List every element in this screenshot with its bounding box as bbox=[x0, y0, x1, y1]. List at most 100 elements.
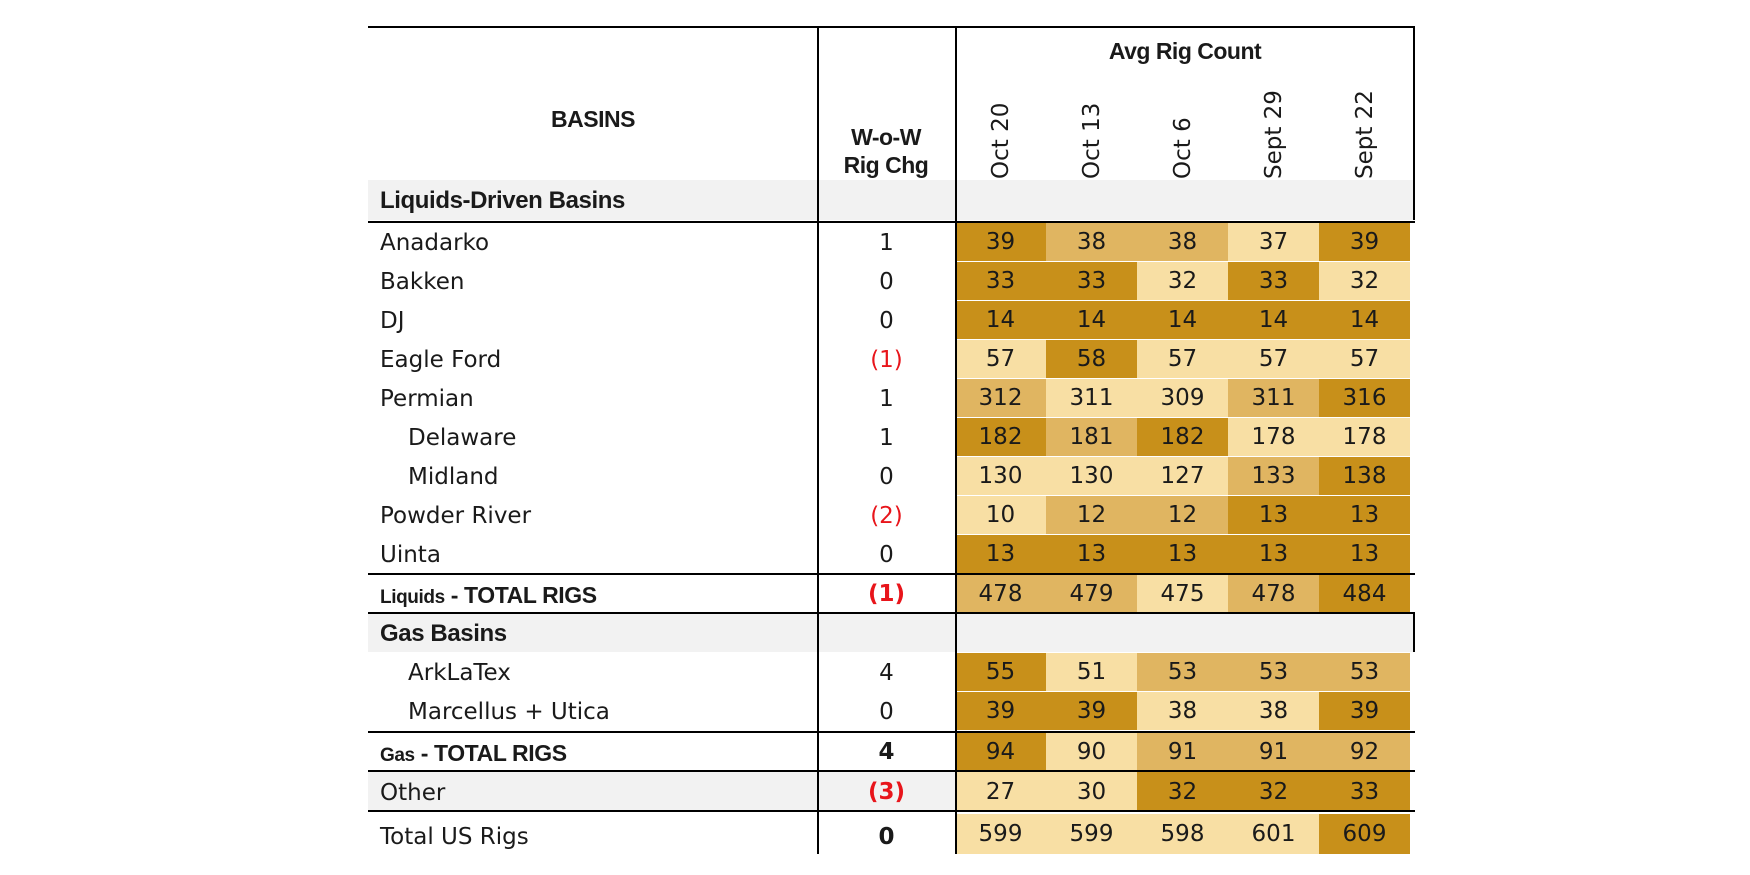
rule-after-liquids-total bbox=[368, 612, 1415, 614]
other-band-mid bbox=[819, 772, 955, 811]
rule-chg-right bbox=[955, 26, 957, 854]
wow-change: 0 bbox=[879, 464, 894, 490]
rule-before-gas-total bbox=[368, 731, 1415, 733]
value-cell: 178 bbox=[1228, 418, 1319, 456]
value-cell: 38 bbox=[1137, 692, 1228, 730]
value-cell: 37 bbox=[1228, 223, 1319, 261]
header-chg-line1: W-o-W bbox=[851, 124, 921, 150]
section-title: Gas Basins bbox=[380, 620, 507, 647]
basin-name: Uinta bbox=[380, 542, 441, 568]
wow-change: 1 bbox=[879, 230, 894, 256]
value-cell: 475 bbox=[1137, 574, 1228, 613]
total-label: - TOTAL RIGS bbox=[414, 740, 567, 766]
value-cell: 39 bbox=[955, 692, 1046, 730]
value-cell: 32 bbox=[1137, 262, 1228, 300]
value-cell: 14 bbox=[1319, 301, 1410, 339]
value-cell: 91 bbox=[1137, 732, 1228, 771]
value-cell: 484 bbox=[1319, 574, 1410, 613]
section-band-left bbox=[368, 614, 817, 652]
value-cell: 479 bbox=[1046, 574, 1137, 613]
value-cell: 14 bbox=[1228, 301, 1319, 339]
value-cell: 133 bbox=[1228, 457, 1319, 495]
other-change: (3) bbox=[867, 779, 906, 805]
value-cell: 39 bbox=[955, 223, 1046, 261]
basin-name: DJ bbox=[380, 308, 405, 334]
basin-name: Eagle Ford bbox=[380, 347, 502, 373]
value-cell: 57 bbox=[1137, 340, 1228, 378]
section-band-mid bbox=[819, 180, 955, 220]
wow-change: 0 bbox=[879, 542, 894, 568]
section-title: Liquids-Driven Basins bbox=[380, 187, 625, 214]
value-cell: 13 bbox=[955, 535, 1046, 573]
rule-after-other bbox=[368, 810, 1415, 812]
section-band-right bbox=[957, 614, 1415, 652]
value-cell: 138 bbox=[1319, 457, 1410, 495]
basin-name: Anadarko bbox=[380, 230, 490, 256]
value-cell: 130 bbox=[1046, 457, 1137, 495]
value-cell: 14 bbox=[1137, 301, 1228, 339]
rule-after-liquids-header bbox=[368, 221, 1415, 223]
value-cell: 601 bbox=[1228, 814, 1319, 854]
wow-change: (1) bbox=[870, 347, 903, 373]
value-cell: 13 bbox=[1319, 496, 1410, 534]
header-week: Oct 6 bbox=[1170, 117, 1196, 179]
value-cell: 39 bbox=[1319, 692, 1410, 730]
value-cell: 130 bbox=[955, 457, 1046, 495]
rule-right-edge-gas bbox=[1413, 613, 1415, 652]
value-cell: 182 bbox=[1137, 418, 1228, 456]
value-cell: 478 bbox=[955, 574, 1046, 613]
value-cell: 32 bbox=[1137, 772, 1228, 811]
value-cell: 10 bbox=[955, 496, 1046, 534]
basin-name: Midland bbox=[408, 464, 499, 490]
wow-change: 0 bbox=[879, 699, 894, 725]
liquids-total-change: (1) bbox=[867, 581, 906, 607]
value-cell: 13 bbox=[1228, 496, 1319, 534]
value-cell: 91 bbox=[1228, 732, 1319, 771]
value-cell: 33 bbox=[1046, 262, 1137, 300]
value-cell: 32 bbox=[1228, 772, 1319, 811]
total-prefix: Liquids bbox=[380, 587, 445, 608]
value-cell: 182 bbox=[955, 418, 1046, 456]
value-cell: 92 bbox=[1319, 732, 1410, 771]
total-prefix: Gas bbox=[380, 745, 415, 766]
value-cell: 12 bbox=[1137, 496, 1228, 534]
value-cell: 39 bbox=[1046, 692, 1137, 730]
value-cell: 27 bbox=[955, 772, 1046, 811]
value-cell: 598 bbox=[1137, 814, 1228, 854]
value-cell: 58 bbox=[1046, 340, 1137, 378]
value-cell: 599 bbox=[1046, 814, 1137, 854]
value-cell: 13 bbox=[1137, 535, 1228, 573]
value-cell: 12 bbox=[1046, 496, 1137, 534]
header-week: Sept 22 bbox=[1352, 90, 1378, 179]
rule-after-gas-total bbox=[368, 770, 1415, 772]
section-band-left bbox=[368, 180, 817, 220]
rule-top bbox=[368, 26, 1415, 28]
value-cell: 312 bbox=[955, 379, 1046, 417]
other-band-left bbox=[368, 772, 817, 811]
header-chg-line2: Rig Chg bbox=[843, 152, 929, 178]
value-cell: 33 bbox=[955, 262, 1046, 300]
value-cell: 33 bbox=[1319, 772, 1410, 811]
wow-change: 0 bbox=[879, 308, 894, 334]
value-cell: 32 bbox=[1319, 262, 1410, 300]
value-cell: 30 bbox=[1046, 772, 1137, 811]
value-cell: 94 bbox=[955, 732, 1046, 771]
header-basins: BASINS bbox=[551, 106, 635, 132]
basin-name: Marcellus + Utica bbox=[408, 699, 610, 725]
value-cell: 316 bbox=[1319, 379, 1410, 417]
value-cell: 478 bbox=[1228, 574, 1319, 613]
value-cell: 38 bbox=[1228, 692, 1319, 730]
header-week: Oct 20 bbox=[988, 102, 1014, 179]
header-week: Sept 29 bbox=[1261, 90, 1287, 179]
value-cell: 57 bbox=[1228, 340, 1319, 378]
section-band-right bbox=[957, 180, 1415, 220]
value-cell: 57 bbox=[1319, 340, 1410, 378]
rule-before-liquids-total bbox=[368, 573, 1415, 575]
header-avg-rig-count: Avg Rig Count bbox=[1108, 38, 1262, 64]
wow-change: 1 bbox=[879, 425, 894, 451]
value-cell: 57 bbox=[955, 340, 1046, 378]
gas-total-label: Gas - TOTAL RIGS bbox=[380, 740, 567, 766]
rule-right-edge bbox=[1413, 26, 1415, 220]
rule-chg-left bbox=[817, 26, 819, 854]
value-cell: 51 bbox=[1046, 653, 1137, 691]
